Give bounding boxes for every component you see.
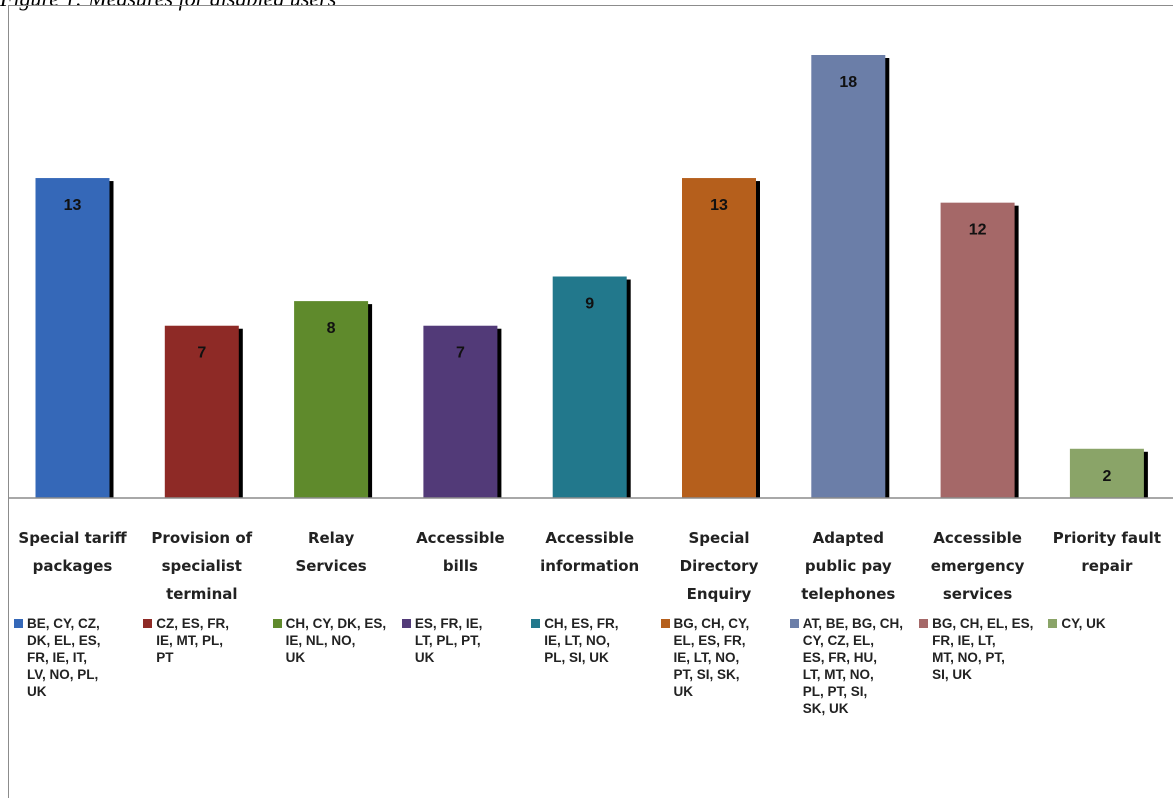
bar-1 — [35, 178, 110, 499]
bar-7 — [811, 55, 886, 498]
data-label-3: 8 — [327, 320, 336, 337]
category-label-7: Adapted public pay telephones — [801, 529, 895, 603]
category-label-3: Relay Services — [295, 529, 366, 575]
legend-swatch-1 — [14, 619, 23, 628]
category-label-8: Accessible emergency services — [931, 529, 1025, 603]
data-label-6: 13 — [710, 197, 728, 214]
category-label-5: Accessible information — [540, 529, 639, 575]
category-label-6: SpecialDirectoryEnquiryServices — [680, 529, 759, 615]
category-label-4: Accessible bills — [416, 529, 505, 575]
category-label-9: Priority fault repair — [1053, 529, 1161, 575]
data-label-4: 7 — [456, 345, 465, 362]
bar-2 — [164, 325, 239, 498]
legend: BE, CY, CZ, DK, EL, ES, FR, IE, IT, LV, NO,… — [0, 615, 1173, 798]
plot-area-frame — [8, 5, 1173, 798]
bar-3 — [294, 301, 369, 498]
legend-label-5: CH, ES, FR, IE, LT, NO, PL, SI, UK — [544, 616, 619, 665]
legend-swatch-9 — [1048, 619, 1058, 628]
legend-label-8: BG, CH, EL, ES, FR, IE, LT, MT, NO, PT, SI,… — [932, 616, 1034, 682]
legend-label-3: CH, CY, DK, ES, IE, NL, NO, UK — [285, 616, 387, 665]
legend-swatch-7 — [789, 619, 799, 628]
legend-label-9: CY, UK — [1061, 616, 1106, 631]
bar-9 — [1069, 448, 1144, 498]
bar-5 — [552, 276, 627, 498]
data-label-8: 12 — [969, 222, 987, 239]
data-label-1: 13 — [64, 197, 82, 214]
legend-swatch-5 — [531, 619, 541, 628]
category-label-1: Special tariff packages — [18, 529, 127, 575]
legend-swatch-2 — [143, 619, 153, 628]
data-label-7: 18 — [839, 74, 857, 91]
legend-label-6: BG, CH, CY, EL, ES, FR, IE, LT, NO, PT, SI,… — [673, 616, 750, 699]
legend-swatch-4 — [401, 619, 411, 628]
legend-label-4: ES, FR, IE, LT, PL, PT, UK — [414, 616, 483, 665]
legend-swatch-6 — [660, 619, 670, 628]
legend-swatch-3 — [272, 619, 282, 628]
bar-8 — [940, 202, 1015, 498]
bar-chart: 13 Special tariff packages 7 Provision of spe… — [8, 55, 1173, 615]
legend-swatch-8 — [919, 619, 929, 628]
data-label-5: 9 — [585, 296, 594, 313]
category-label-2: Provision ofspecialistterminalequipment — [151, 529, 252, 615]
bar-4 — [423, 325, 498, 498]
legend-label-7: AT, BE, BG, CH, CY, CZ, EL, ES, FR, HU, LT,… — [802, 616, 904, 716]
bar-6 — [682, 178, 756, 499]
data-label-2: 7 — [197, 345, 206, 362]
legend-label-1: BE, CY, CZ, DK, EL, ES, FR, IE, IT, LV, NO,… — [27, 616, 101, 699]
data-label-9: 2 — [1102, 468, 1111, 485]
legend-label-2: CZ, ES, FR, IE, MT, PL, PT — [156, 616, 230, 665]
